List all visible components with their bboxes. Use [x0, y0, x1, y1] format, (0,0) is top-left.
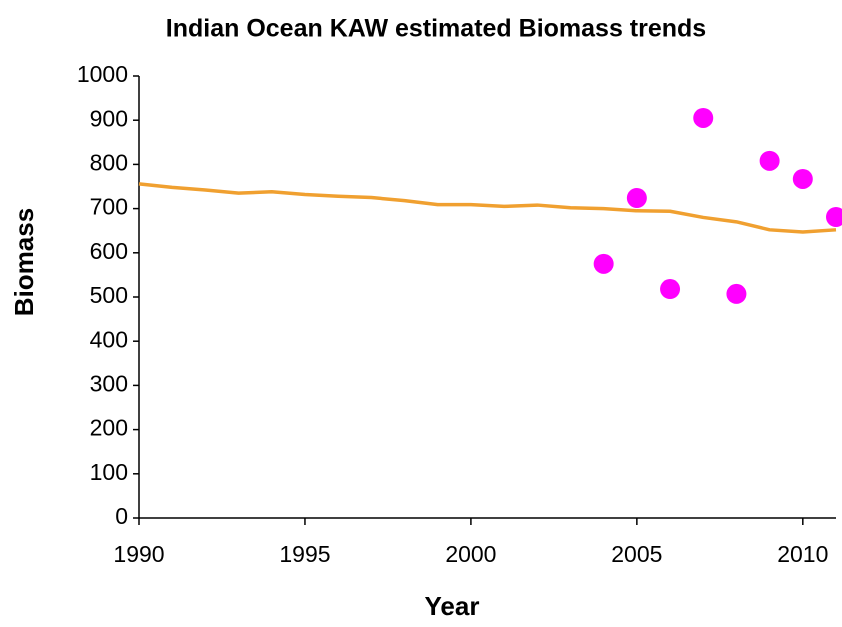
y-tick-label: 800	[90, 149, 128, 175]
scatter-point	[693, 107, 714, 128]
scatter-point	[593, 253, 614, 274]
x-tick-label: 2000	[445, 541, 496, 567]
x-axis-label: Year	[425, 591, 480, 621]
y-tick-label: 200	[90, 415, 128, 441]
x-tick-label: 1990	[113, 541, 164, 567]
x-tick-label: 1995	[279, 541, 330, 567]
y-tick-label: 700	[90, 194, 128, 220]
x-tick-label: 2010	[777, 541, 828, 567]
scatter-point	[792, 168, 813, 189]
y-axis-label: Biomass	[9, 208, 39, 316]
scatter-point	[726, 283, 747, 304]
y-tick-label: 0	[115, 503, 128, 529]
y-tick-label: 400	[90, 326, 128, 352]
scatter-point	[660, 279, 681, 300]
scatter-point	[626, 187, 647, 208]
y-tick-label: 1000	[77, 61, 128, 87]
x-tick-label: 2005	[611, 541, 662, 567]
y-tick-label: 900	[90, 105, 128, 131]
scatter-point	[759, 150, 780, 171]
trend-line	[138, 182, 837, 234]
chart-title: Indian Ocean KAW estimated Biomass trend…	[166, 15, 706, 43]
y-tick-label: 100	[90, 459, 128, 485]
y-tick-label: 300	[90, 370, 128, 396]
y-tick-label: 600	[90, 238, 128, 264]
scatter-point	[826, 207, 842, 227]
y-tick-label: 500	[90, 282, 128, 308]
